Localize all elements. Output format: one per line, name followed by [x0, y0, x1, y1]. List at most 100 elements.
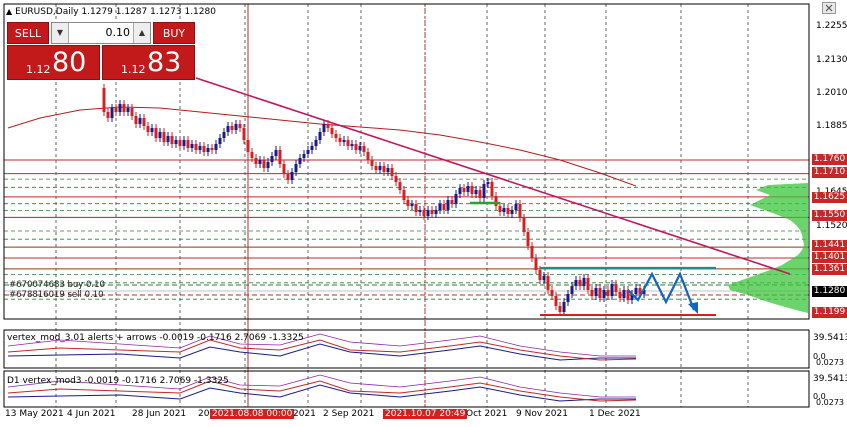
candle-body — [222, 132, 226, 138]
candle-body — [330, 128, 334, 134]
candle-body — [374, 166, 378, 170]
candle-body — [270, 156, 274, 162]
candle-body — [338, 138, 342, 142]
close-icon[interactable] — [822, 2, 836, 14]
candle-body — [386, 168, 390, 172]
candle-body — [294, 164, 298, 172]
candle-body — [394, 176, 398, 182]
indicator2-axis-mid: 0.0 — [813, 392, 826, 401]
candle-body — [150, 128, 154, 132]
candle-body — [198, 146, 202, 150]
indicator1-line-red — [7, 339, 637, 361]
candle-body — [578, 280, 582, 286]
candle-body — [402, 190, 406, 200]
candle-body — [490, 182, 494, 196]
candle-body — [562, 302, 566, 312]
level-tag: 1.1361 — [812, 264, 847, 275]
time-label: 2 Sep 2021 — [323, 409, 375, 419]
price-label: 1.1885 — [816, 121, 847, 131]
candle-body — [346, 140, 350, 146]
candle-body — [606, 290, 610, 296]
main-panel-border — [3, 3, 810, 320]
candle-body — [258, 160, 262, 164]
indicator2-axis-top: 39.5413 — [813, 374, 847, 384]
candle-body — [442, 204, 446, 210]
indicator2-panel-border — [3, 370, 810, 408]
level-tag: 1.1625 — [812, 192, 847, 203]
candle-body — [302, 154, 306, 158]
price-label: 1.2130 — [816, 55, 847, 65]
candle-body — [118, 104, 122, 112]
crosshair-time-label: 2021.10.07 20:49 — [383, 409, 468, 419]
candle-body — [102, 88, 106, 112]
volume-profile — [728, 183, 808, 313]
ask-price-prefix: 1.12 — [121, 63, 146, 76]
current-price-tag: 1.1280 — [812, 286, 847, 297]
candle-body — [390, 168, 394, 176]
ask-price[interactable]: 1.12 83 — [102, 45, 195, 80]
candle-body — [122, 104, 126, 112]
indicator1-axis-top: 39.5413 — [813, 333, 847, 343]
candle-body — [234, 124, 238, 130]
triangle-up-icon[interactable]: ▲ — [6, 7, 13, 16]
indicator2-axis-low: 0.0273 — [816, 398, 844, 407]
candle-body — [134, 116, 138, 124]
zigzag-projection — [627, 271, 696, 311]
candle-body — [370, 160, 374, 166]
candle-body — [382, 166, 386, 172]
candle-body — [454, 194, 458, 204]
buy-button[interactable]: BUY — [153, 22, 195, 44]
candle-body — [202, 146, 206, 152]
level-tag: 1.1760 — [812, 154, 847, 165]
sell-button[interactable]: SELL — [7, 22, 49, 44]
candle-body — [238, 124, 242, 128]
lot-increase-button[interactable]: ▲ — [133, 23, 150, 43]
candle-body — [558, 306, 562, 312]
candle-body — [142, 118, 146, 126]
symbol-ohlc: EURUSD,Daily 1.1279 1.1287 1.1273 1.1280 — [15, 7, 216, 17]
candle-body — [434, 210, 438, 214]
bid-price-pips: 80 — [52, 47, 87, 78]
candle-body — [554, 296, 558, 306]
lot-stepper[interactable]: ▼ 0.10 ▲ — [51, 22, 151, 44]
candle-body — [182, 140, 186, 146]
candle-body — [126, 108, 130, 112]
candle-body — [410, 204, 414, 206]
candle-body — [194, 144, 198, 150]
candle-body — [590, 290, 594, 296]
candle-body — [458, 188, 462, 194]
candle-body — [526, 232, 530, 246]
candle-body — [218, 138, 222, 144]
candle-body — [378, 166, 382, 170]
time-label: 13 May 2021 — [5, 409, 64, 419]
candle-body — [326, 124, 330, 128]
candle-body — [110, 108, 114, 118]
candle-body — [334, 134, 338, 138]
time-label: Oct 2021 — [466, 409, 508, 419]
candle-body — [622, 290, 626, 298]
indicator1-panel-border — [3, 329, 810, 369]
candle-body — [522, 218, 526, 232]
symbol-header: ▲ EURUSD,Daily 1.1279 1.1287 1.1273 1.128… — [6, 7, 216, 17]
candle-body — [598, 288, 602, 298]
candle-body — [114, 108, 118, 112]
lot-decrease-button[interactable]: ▼ — [52, 23, 69, 43]
candle-body — [614, 284, 618, 292]
volume-profile-area — [728, 183, 808, 313]
indicator1-label: vertex_mod_3.01 alerts + arrows -0.0019 … — [7, 333, 304, 343]
candle-body — [342, 140, 346, 142]
indicator1-plot — [7, 333, 637, 361]
candle-body — [474, 190, 478, 194]
candle-body — [266, 162, 270, 168]
candle-body — [466, 186, 470, 192]
candle-body — [418, 210, 422, 212]
bid-price[interactable]: 1.12 80 — [7, 45, 100, 80]
candle-body — [546, 276, 550, 290]
sell-order-label[interactable]: #678816019 sell 0.10 — [9, 290, 104, 300]
candle-body — [226, 126, 230, 132]
candle-body — [130, 108, 134, 116]
time-label: 20 — [198, 409, 210, 419]
lot-value[interactable]: 0.10 — [105, 26, 131, 39]
buy-order-label[interactable]: #670074683 buy 0.10 — [9, 280, 105, 290]
